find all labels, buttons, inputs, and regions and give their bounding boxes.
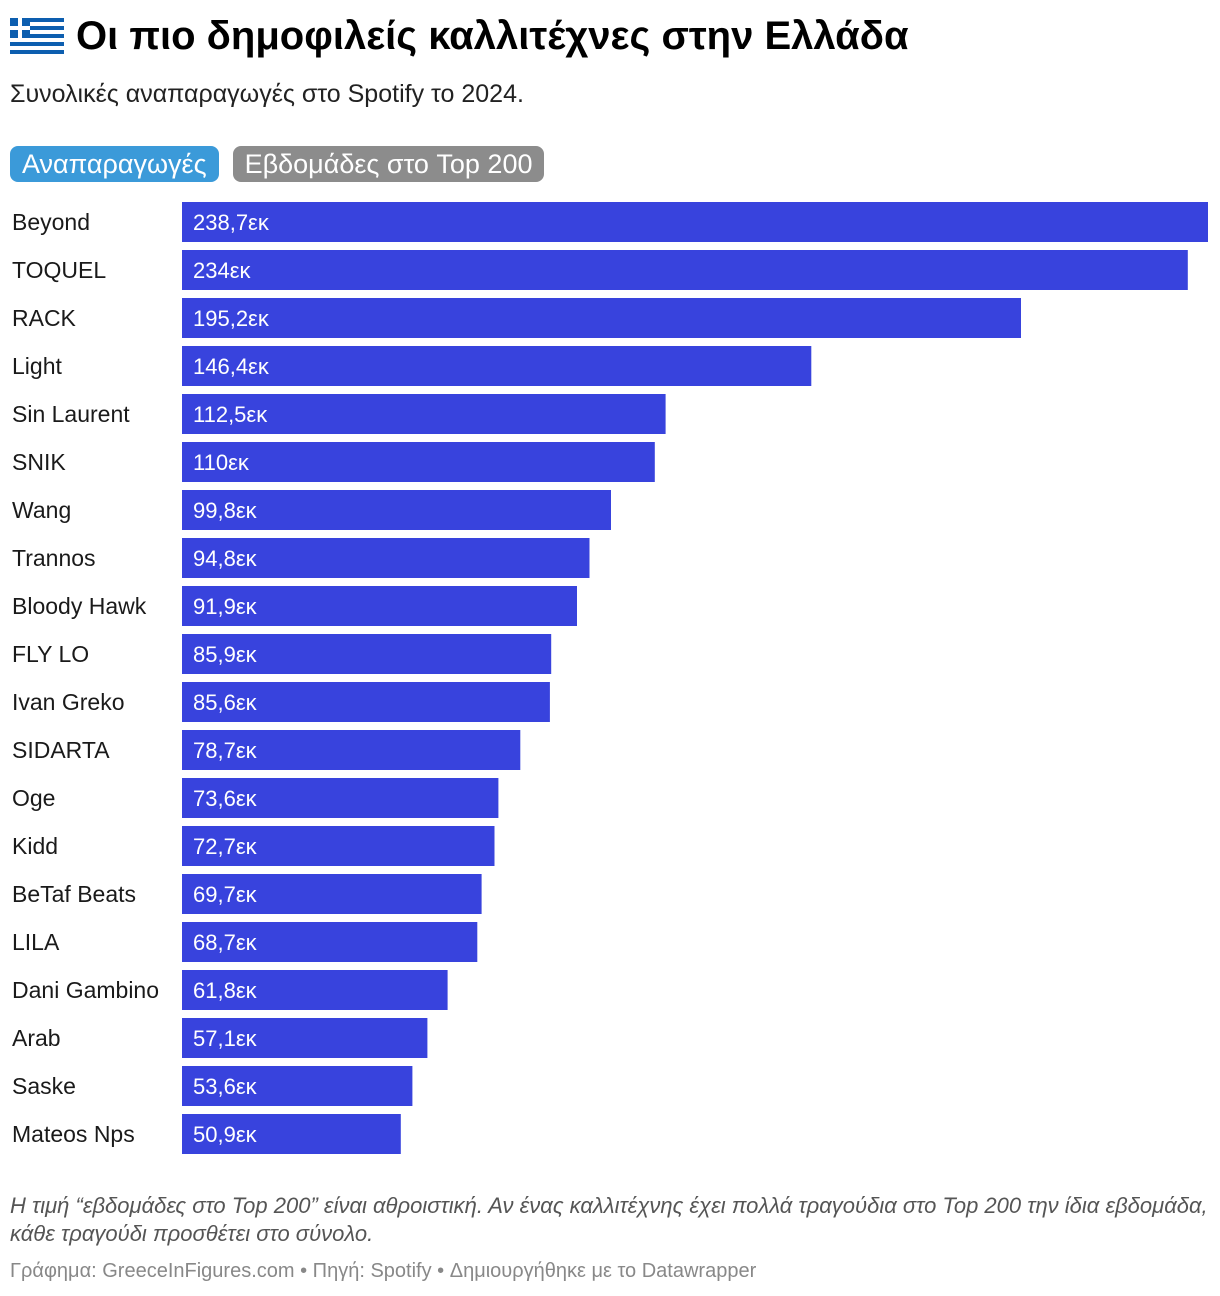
value-label: 85,9εκ: [193, 642, 258, 667]
category-label: BeTaf Beats: [12, 881, 136, 907]
bar: [182, 1066, 413, 1106]
bar: [182, 442, 655, 482]
bar: [182, 778, 499, 818]
value-label: 78,7εκ: [193, 738, 258, 763]
chart-header: Οι πιο δημοφιλείς καλλιτέχνες στην Ελλάδ…: [10, 8, 1210, 109]
category-label: FLY LO: [12, 641, 89, 667]
category-label: Kidd: [12, 833, 58, 859]
category-label: TOQUEL: [12, 257, 106, 283]
bar: [182, 298, 1021, 338]
value-label: 91,9εκ: [193, 594, 258, 619]
category-label: Bloody Hawk: [12, 593, 147, 619]
value-label: 146,4εκ: [193, 354, 270, 379]
bar: [182, 874, 482, 914]
value-label: 112,5εκ: [193, 402, 268, 427]
value-label: 85,6εκ: [193, 690, 258, 715]
category-label: Dani Gambino: [12, 977, 159, 1003]
value-label: 72,7εκ: [193, 834, 258, 859]
category-label: Oge: [12, 785, 55, 811]
value-label: 57,1εκ: [193, 1026, 258, 1051]
chart-footer: Γράφημα: GreeceInFigures.com • Πηγή: Spo…: [10, 1260, 757, 1282]
greece-flag-icon: [10, 18, 64, 54]
category-label: Mateos Nps: [12, 1121, 135, 1147]
tab-plays[interactable]: Αναπαραγωγές: [10, 146, 219, 182]
category-label: Wang: [12, 497, 71, 523]
value-label: 99,8εκ: [193, 498, 258, 523]
value-label: 94,8εκ: [193, 546, 258, 571]
category-label: Beyond: [12, 209, 90, 235]
bar: [182, 538, 590, 578]
bar: [182, 1114, 401, 1154]
category-label: Arab: [12, 1025, 61, 1051]
bar: [182, 586, 577, 626]
chart-notes: Η τιμή “εβδομάδες στο Top 200” είναι αθρ…: [10, 1193, 1208, 1246]
bar: [182, 970, 448, 1010]
value-label: 195,2εκ: [193, 306, 270, 331]
bar: [182, 730, 521, 770]
category-label: SNIK: [12, 449, 66, 475]
value-label: 50,9εκ: [193, 1122, 258, 1147]
value-label: 53,6εκ: [193, 1074, 258, 1099]
category-label: Sin Laurent: [12, 401, 130, 427]
bar: [182, 250, 1188, 290]
category-label: Ivan Greko: [12, 689, 125, 715]
value-label: 234εκ: [193, 258, 252, 283]
subtitle: Συνολικές αναπαραγωγές στο Spotify το 20…: [10, 80, 524, 108]
bar: [182, 826, 495, 866]
metric-tabs: Αναπαραγωγές Εβδομάδες στο Top 200: [10, 146, 558, 182]
value-label: 68,7εκ: [193, 930, 258, 955]
bar: [182, 346, 812, 386]
value-label: 110εκ: [193, 450, 250, 475]
bar: [182, 394, 666, 434]
value-label: 69,7εκ: [193, 882, 258, 907]
category-label: RACK: [12, 305, 77, 331]
value-label: 61,8εκ: [193, 978, 258, 1003]
bar: [182, 634, 552, 674]
bar: [182, 1018, 428, 1058]
category-label: LILA: [12, 929, 60, 955]
category-label: Trannos: [12, 545, 96, 571]
value-label: 238,7εκ: [193, 210, 270, 235]
title-text: Οι πιο δημοφιλείς καλλιτέχνες στην Ελλάδ…: [76, 13, 909, 58]
bar: [182, 490, 611, 530]
category-label: Saske: [12, 1073, 76, 1099]
bar: [182, 682, 550, 722]
tab-weeks-top200[interactable]: Εβδομάδες στο Top 200: [232, 146, 545, 182]
bar: [182, 202, 1208, 242]
bar: [182, 922, 478, 962]
value-label: 73,6εκ: [193, 786, 258, 811]
category-label: Light: [12, 353, 62, 379]
page-title: Οι πιο δημοφιλείς καλλιτέχνες στην Ελλάδ…: [10, 8, 1210, 64]
category-label: SIDARTA: [12, 737, 110, 763]
